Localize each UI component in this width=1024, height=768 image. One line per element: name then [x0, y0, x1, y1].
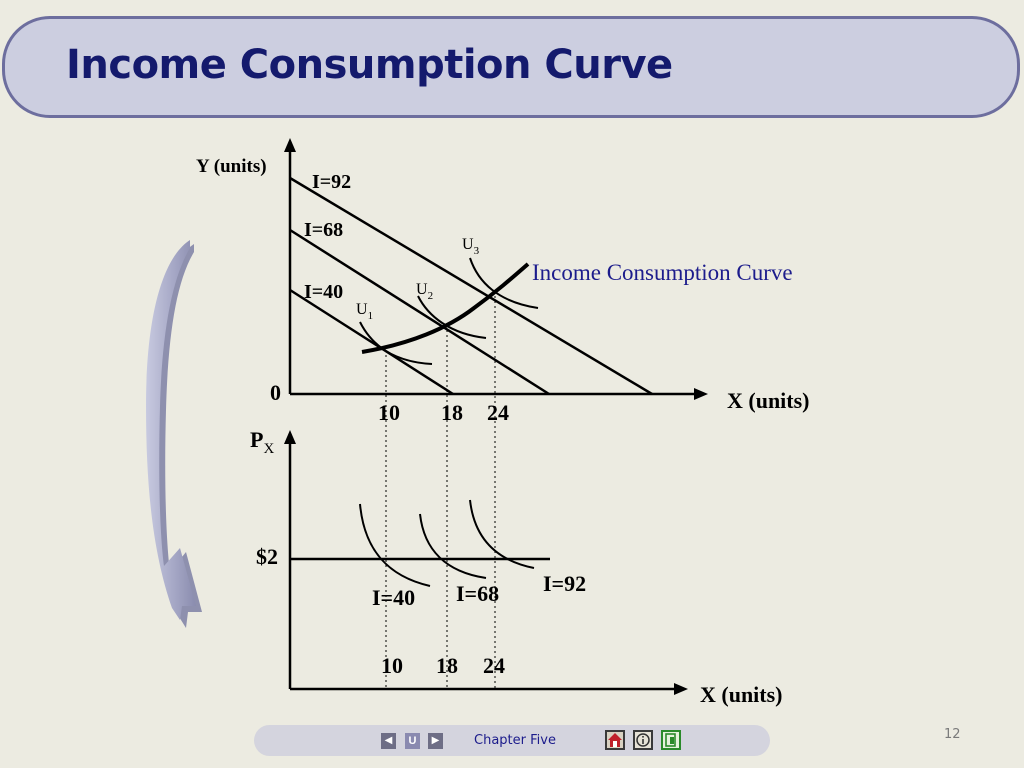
indifference-curve-u2: [417, 295, 487, 339]
demand-curve-i40: [359, 503, 431, 587]
bottom-y-axis-arrow: [284, 430, 296, 444]
indifference-label-u2: U2: [416, 281, 433, 302]
demand-curve-i92: [469, 499, 535, 569]
budget-line-i92: [289, 176, 653, 396]
bottom-x-tick-10: 10: [381, 653, 403, 678]
budget-label-i40: I=40: [304, 281, 343, 303]
indifference-curve-u1: [359, 321, 433, 365]
title-banner: [2, 16, 1020, 118]
indifference-label-u1: U1: [356, 301, 373, 322]
bottom-x-axis-label: X (units): [700, 682, 783, 707]
return-button[interactable]: U: [405, 733, 420, 749]
top-origin-label: 0: [270, 380, 281, 405]
demand-label-i92: I=92: [543, 571, 586, 596]
decorative-curved-arrow: [146, 240, 202, 628]
income-consumption-curve: [361, 262, 530, 354]
chapter-label[interactable]: Chapter Five: [474, 733, 556, 748]
top-y-axis-label: Y (units): [196, 156, 267, 177]
prev-slide-button[interactable]: ◀: [381, 733, 396, 749]
top-x-axis-arrow: [694, 388, 708, 400]
home-icon: [608, 733, 622, 747]
demand-label-i40: I=40: [372, 585, 415, 610]
budget-line-i68: [289, 228, 550, 396]
return-label: U: [408, 734, 417, 747]
bottom-graph: [284, 430, 688, 695]
bottom-x-axis-arrow: [674, 683, 688, 695]
indifference-label-u3: U3: [462, 236, 480, 257]
top-y-axis-arrow: [284, 138, 296, 152]
home-button[interactable]: [605, 730, 625, 750]
info-icon: [636, 733, 650, 747]
page-title: Income Consumption Curve: [66, 42, 673, 88]
exit-icon: [665, 733, 676, 747]
footer-nav-bar: [254, 725, 770, 756]
top-graph: [284, 138, 708, 690]
budget-line-i40: [289, 288, 454, 396]
budget-label-i68: I=68: [304, 219, 343, 241]
budget-label-i92: I=92: [312, 171, 351, 193]
triangle-right-icon: ▶: [431, 735, 440, 746]
top-x-axis-label: X (units): [727, 388, 810, 413]
page-number: 12: [944, 727, 961, 742]
top-x-tick-18: 18: [441, 400, 463, 425]
triangle-left-icon: ◀: [384, 735, 393, 746]
next-slide-button[interactable]: ▶: [428, 733, 443, 749]
top-x-tick-10: 10: [378, 400, 400, 425]
price-label: $2: [256, 544, 278, 569]
icc-label: Income Consumption Curve: [532, 260, 793, 285]
indifference-curve-u3: [469, 257, 539, 309]
bottom-x-tick-24: 24: [483, 653, 505, 678]
bottom-x-tick-18: 18: [436, 653, 458, 678]
top-x-tick-24: 24: [487, 400, 509, 425]
info-button[interactable]: [633, 730, 653, 750]
exit-button[interactable]: [661, 730, 681, 750]
demand-curve-i68: [419, 513, 487, 579]
demand-label-i68: I=68: [456, 581, 499, 606]
bottom-y-axis-label: PX: [250, 427, 274, 457]
